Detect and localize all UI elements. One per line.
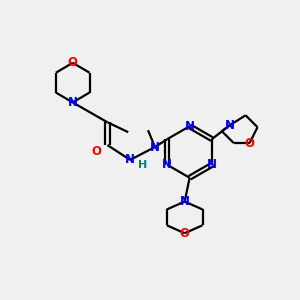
Text: H: H — [138, 160, 148, 170]
Text: N: N — [184, 120, 195, 133]
Text: N: N — [162, 158, 172, 171]
Text: N: N — [150, 140, 160, 154]
Text: O: O — [92, 146, 101, 158]
Text: N: N — [125, 153, 135, 167]
Text: O: O — [244, 136, 255, 150]
Text: N: N — [68, 96, 78, 109]
Text: N: N — [207, 158, 217, 171]
Text: N: N — [180, 195, 190, 208]
Text: O: O — [180, 227, 190, 240]
Text: N: N — [225, 119, 235, 132]
Text: O: O — [68, 56, 78, 69]
